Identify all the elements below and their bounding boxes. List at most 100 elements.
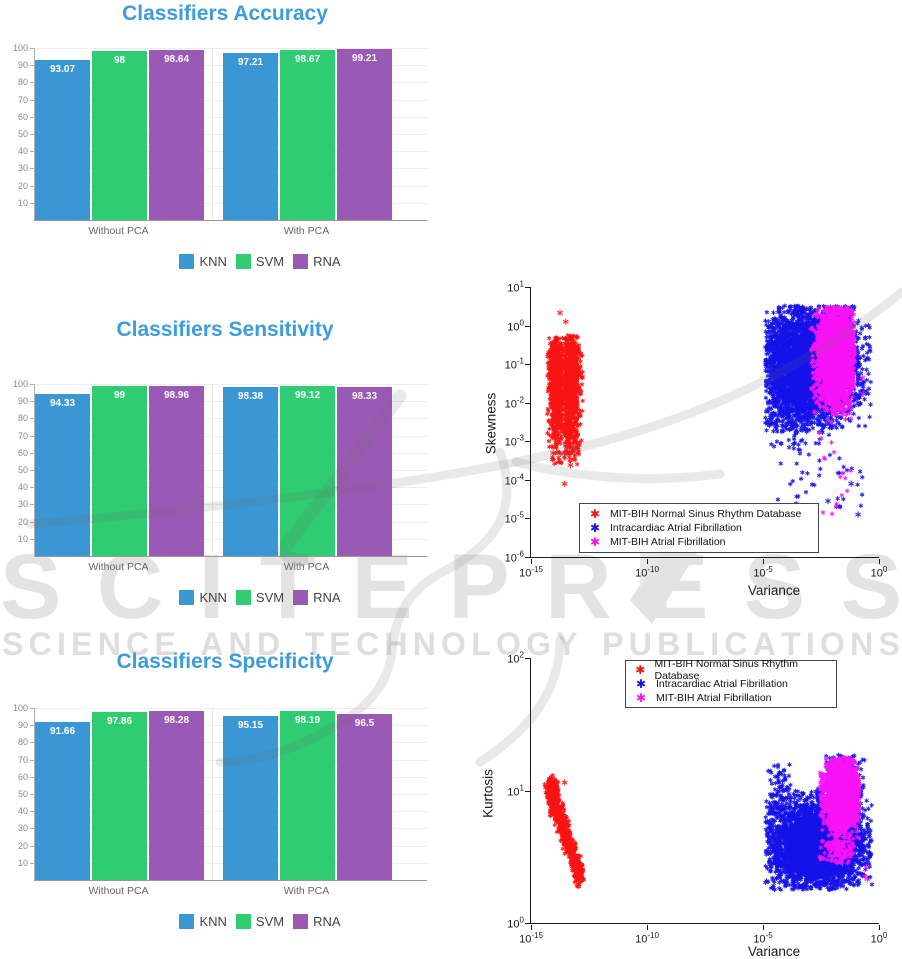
bar-svm-with-pca: 99.12 [280, 385, 335, 556]
y-axis-tick-mark [524, 402, 530, 404]
y-axis-tick-label: 100 [12, 43, 28, 53]
legend-label: SVM [255, 254, 285, 269]
bar-svm-with-pca: 98.67 [280, 50, 335, 220]
bar-value-label: 99 [113, 389, 126, 401]
category-labels: Without PCA With PCA [8, 225, 442, 239]
x-axis-tick-label: 10-15 [519, 565, 543, 580]
bar-value-label: 97.86 [106, 715, 133, 727]
legend-swatch [293, 590, 309, 605]
legend-swatch [179, 254, 195, 269]
y-axis-tick-mark [30, 828, 35, 830]
y-axis-tick-mark [30, 845, 35, 847]
category-label: Without PCA [88, 885, 149, 897]
bar-value-label: 98.33 [351, 390, 378, 402]
legend-item-svm: SVM [235, 590, 284, 605]
bar-knn-without-pca: 94.33 [35, 393, 90, 556]
gridline [35, 384, 427, 385]
x-axis-tick-mark [763, 924, 764, 930]
legend-label: SVM [255, 914, 285, 929]
y-axis-tick-mark [30, 82, 35, 84]
legend-asterisk-marker: ✱ [635, 691, 647, 705]
y-axis-tick-mark [524, 441, 530, 443]
x-axis-tick-mark [647, 924, 648, 930]
y-axis-tick-label: 40 [17, 806, 28, 817]
legend-swatch [235, 590, 251, 605]
y-axis-tick-label: 20 [17, 180, 28, 191]
y-axis-tick-mark [30, 794, 35, 795]
y-axis-tick-label: 10 [17, 857, 28, 868]
x-axis-tick-label: 10-5 [753, 931, 773, 946]
legend-label: MIT-BIH Normal Sinus Rhythm Database [610, 508, 802, 520]
y-axis-tick-mark [30, 811, 35, 813]
legend-label: MIT-BIH Atrial Fibrillation [610, 536, 726, 548]
group-divider-gridline [212, 48, 213, 220]
bar-rna-without-pca: 98.28 [149, 710, 204, 880]
y-axis-tick-label: 20 [17, 840, 28, 851]
gridline [35, 48, 427, 49]
legend-asterisk-marker: ✱ [635, 677, 647, 691]
y-axis-tick-label: 10-3 [504, 433, 524, 449]
y-axis-tick-label: 70 [17, 754, 28, 765]
x-axis-tick-label: 100 [870, 565, 888, 580]
y-axis-tick-label: 50 [17, 129, 28, 139]
category-label: With PCA [283, 561, 330, 573]
y-axis-tick-mark [30, 435, 35, 437]
legend-label: KNN [199, 914, 227, 929]
legend-item-knn: KNN [179, 590, 227, 605]
y-axis-tick-label: 30 [17, 823, 28, 834]
legend-swatch [235, 254, 251, 269]
chart-title: Classifiers Accuracy [122, 2, 328, 25]
y-axis-tick-mark [30, 116, 35, 118]
x-axis-tick-label: 10-5 [753, 565, 773, 580]
y-axis-tick-label: 80 [17, 737, 28, 748]
y-axis-tick-label: 40 [17, 146, 28, 157]
y-axis: 100 90 80 70 60 50 40 30 20 10 [8, 43, 34, 220]
legend-asterisk-marker: ✱ [635, 663, 646, 677]
scatter-legend-item: ✱ MIT-BIH Normal Sinus Rhythm Database [626, 658, 836, 682]
y-axis-tick-label: 40 [17, 482, 28, 493]
y-axis-tick-mark [30, 48, 35, 49]
y-axis: 100 90 80 70 60 50 40 30 20 10 [8, 703, 34, 880]
chart-legend: KNN SVM RNA [43, 254, 477, 269]
legend-asterisk-marker: ✱ [589, 535, 601, 549]
y-axis-label: Kurtosis [480, 769, 496, 818]
legend-label: MIT-BIH Atrial Fibrillation [656, 692, 772, 704]
scatter-legend-item: ✱ Intracardiac Atrial Fibrillation [580, 521, 818, 535]
legend-label: Intracardiac Atrial Fibrillation [656, 678, 788, 690]
legend-swatch [179, 590, 195, 605]
y-axis-tick-mark [524, 287, 530, 288]
y-axis-tick-label: 90 [17, 396, 28, 407]
scatter-legend-item: ✱ MIT-BIH Atrial Fibrillation [626, 691, 836, 705]
x-axis-tick-mark [531, 558, 532, 564]
x-axis-tick-label: 10-10 [635, 565, 659, 580]
legend-swatch [179, 914, 195, 929]
bar-value-label: 98.19 [294, 715, 321, 727]
y-axis-tick-mark [524, 923, 530, 924]
y-axis-tick-mark [30, 65, 35, 67]
bar-value-label: 98.28 [163, 714, 190, 726]
chart-legend: KNN SVM RNA [43, 590, 477, 605]
y-axis-tick-mark [524, 658, 530, 659]
y-axis-tick-mark [30, 418, 35, 420]
category-label: With PCA [283, 225, 330, 237]
bar-chart-sensitivity: Classifiers Sensitivity 100 90 80 70 60 50 40 3… [8, 318, 442, 606]
bar-knn-without-pca: 91.66 [35, 722, 90, 880]
scatter-plot-skewness: Skewness 10-15 10-10 10-5 100 101 100 10-1 10-2… [460, 278, 902, 610]
y-axis-tick-label: 10-4 [504, 472, 524, 488]
bar-value-label: 98.67 [294, 54, 321, 66]
plot-area: 94.33 99 98.96 98.38 99.12 98.33 [30, 384, 427, 557]
y-axis-tick-label: 100 [12, 703, 28, 713]
legend-label: KNN [199, 254, 227, 269]
y-axis-tick-label: 10-2 [504, 395, 524, 411]
y-axis-label: Skewness [483, 392, 499, 455]
bar-value-label: 98 [113, 55, 126, 67]
bar-value-label: 99.21 [351, 53, 378, 65]
legend-label: Intracardiac Atrial Fibrillation [610, 522, 742, 534]
y-axis-tick-mark [524, 557, 530, 558]
bar-rna-with-pca: 96.5 [337, 714, 392, 880]
y-axis-tick-mark [30, 185, 35, 187]
y-axis-tick-label: 60 [17, 111, 28, 122]
x-axis-tick-label: 10-10 [635, 931, 659, 946]
y-axis-tick-mark [30, 401, 35, 403]
y-axis-tick-mark [524, 364, 530, 366]
